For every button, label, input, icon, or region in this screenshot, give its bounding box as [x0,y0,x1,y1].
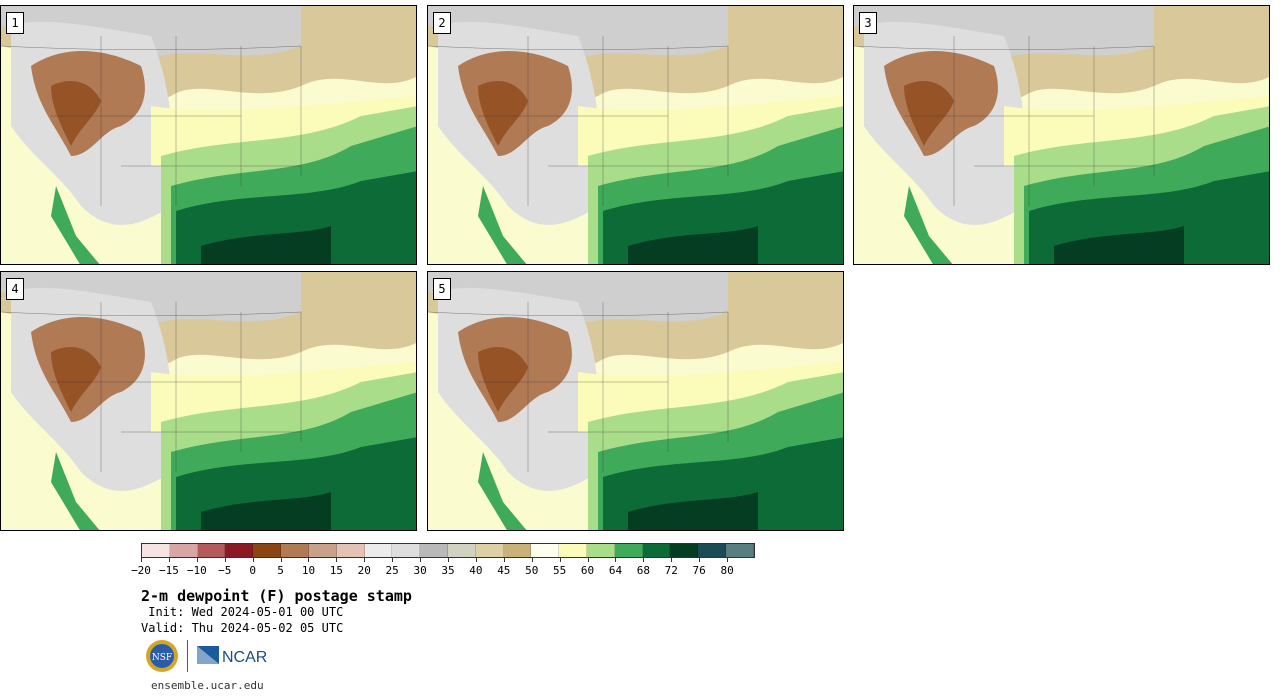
tick-mark [196,558,198,562]
dewpoint-map [854,6,1269,264]
map-panel-4: 4 [0,271,417,531]
dewpoint-map [1,6,416,264]
tick-label: 72 [664,564,678,577]
colorbar-segment [447,544,476,557]
colorbar-segment [281,544,309,557]
svg-text:NSF: NSF [152,653,172,663]
tick-label: −5 [218,564,232,577]
tick-mark [671,558,673,562]
colorbar-segment [253,544,282,557]
tick-label: −10 [186,564,207,577]
panel-number: 2 [433,12,451,34]
tick-label: 10 [301,564,316,577]
tick-mark [448,558,449,562]
tick-mark [643,558,645,562]
tick-label: 60 [580,564,595,577]
panel-number: 3 [859,12,877,34]
colorbar-segment [559,544,587,557]
tick-label: 5 [277,564,284,577]
tick-label: 35 [441,564,455,577]
tick-label: 0 [249,564,256,577]
dewpoint-map [1,272,416,530]
tick-mark [587,558,589,562]
figure-title: 2-m dewpoint (F) postage stamp [141,587,412,605]
colorbar-segment [614,544,643,557]
tick-mark [336,558,338,562]
tick-mark [559,558,561,562]
tick-mark [727,558,729,562]
colorbar-segment [503,544,532,557]
tick-mark [420,558,422,562]
svg-text:NCAR: NCAR [222,649,267,666]
tick-label: 20 [357,564,371,577]
colorbar-segment [420,544,448,557]
colorbar-segment [698,544,727,557]
colorbar-segment [225,544,254,557]
tick-label: 64 [608,564,623,577]
tick-mark [531,558,533,562]
dewpoint-map [428,6,843,264]
colorbar-segment [531,544,560,557]
tick-mark [503,558,505,562]
tick-label: 80 [720,564,734,577]
tick-label: 45 [497,564,511,577]
tick-mark [475,558,477,562]
init-time: Init: Wed 2024-05-01 00 UTC [141,605,344,619]
colorbar-segment [670,544,699,557]
site-url: ensemble.ucar.edu [151,679,264,692]
tick-mark [141,558,142,562]
tick-mark [224,558,226,562]
tick-label: 15 [329,564,343,577]
tick-label: 25 [385,564,399,577]
tick-label: 40 [469,564,483,577]
panel-number: 5 [433,278,451,300]
colorbar-segment [336,544,365,557]
map-panel-5: 5 [427,271,844,531]
map-panel-1: 1 [0,5,417,265]
colorbar-segment [726,544,754,557]
map-panel-2: 2 [427,5,844,265]
colorbar-segment [197,544,226,557]
tick-mark [364,558,366,562]
nsf-logo: NSF [146,640,178,672]
colorbar-segment [308,544,337,557]
colorbar-segment [475,544,504,557]
tick-mark [615,558,617,562]
tick-mark [392,558,394,562]
tick-mark [168,558,170,562]
tick-mark [699,558,701,562]
tick-label: 50 [525,564,539,577]
tick-label: −20 [131,564,151,577]
tick-mark [252,558,254,562]
colorbar-segment [587,544,615,557]
tick-label: 55 [553,564,567,577]
colorbar-segment [392,544,421,557]
tick-mark [308,558,310,562]
logo-separator [187,640,188,672]
valid-time: Valid: Thu 2024-05-02 05 UTC [141,621,344,635]
tick-mark [280,558,282,562]
panel-number: 1 [6,12,24,34]
panel-number: 4 [6,278,24,300]
colorbar-segment [642,544,671,557]
dewpoint-map [428,272,843,530]
colorbar [141,543,755,558]
ncar-logo: NCAR [197,646,267,666]
map-panel-3: 3 [853,5,1270,265]
tick-label: 76 [692,564,706,577]
colorbar-segment [364,544,393,557]
tick-label: −15 [158,564,179,577]
colorbar-segment [142,544,170,557]
tick-label: 30 [413,564,427,577]
colorbar-segment [169,544,198,557]
tick-label: 68 [636,564,650,577]
